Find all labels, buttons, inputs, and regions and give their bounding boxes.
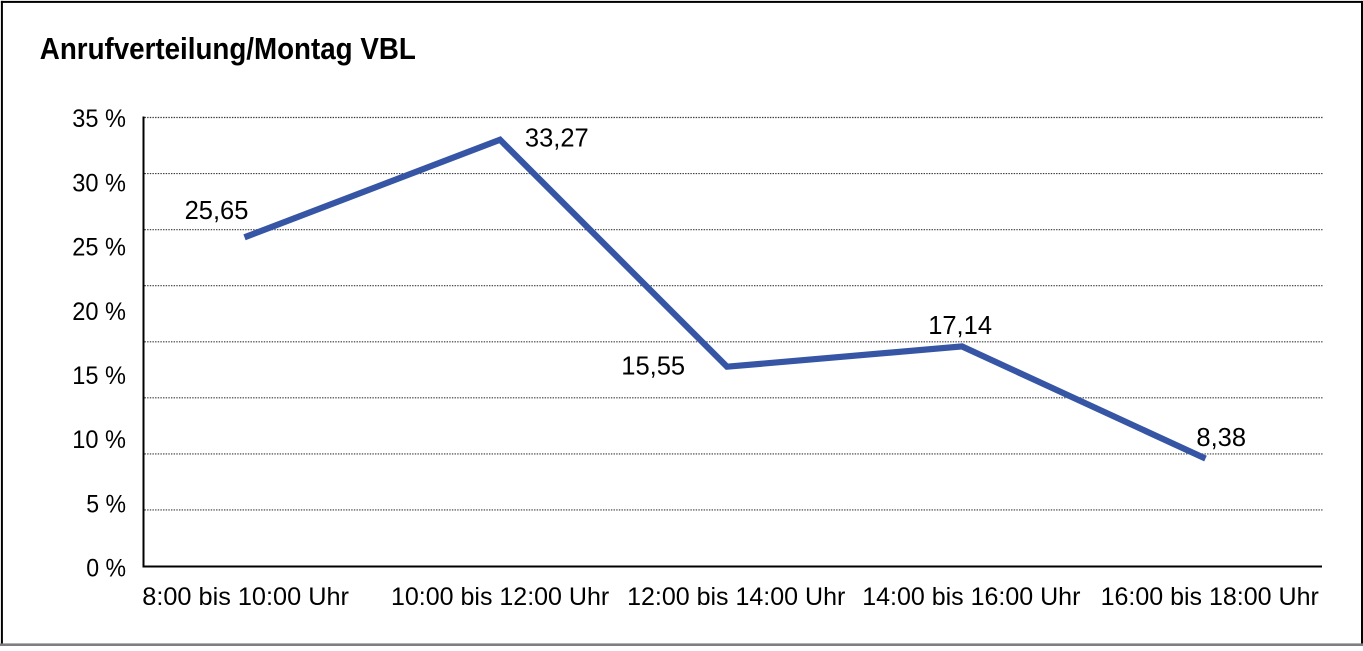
svg-text:10 %: 10 % (72, 426, 126, 454)
svg-text:15 %: 15 % (72, 362, 126, 390)
svg-text:12:00 bis 14:00 Uhr: 12:00 bis 14:00 Uhr (627, 583, 845, 611)
svg-text:25 %: 25 % (72, 234, 126, 262)
svg-text:14:00 bis 16:00 Uhr: 14:00 bis 16:00 Uhr (862, 583, 1080, 611)
svg-text:17,14: 17,14 (928, 312, 992, 340)
svg-text:35 %: 35 % (72, 105, 126, 133)
svg-text:8:00 bis 10:00 Uhr: 8:00 bis 10:00 Uhr (142, 583, 349, 611)
svg-text:25,65: 25,65 (185, 197, 249, 225)
svg-text:33,27: 33,27 (525, 124, 589, 152)
svg-text:0 %: 0 % (86, 555, 126, 583)
svg-text:Anrufverteilung/Montag VBL: Anrufverteilung/Montag VBL (40, 32, 416, 66)
svg-text:8,38: 8,38 (1196, 424, 1246, 452)
svg-text:16:00 bis 18:00 Uhr: 16:00 bis 18:00 Uhr (1101, 583, 1319, 611)
svg-text:5 %: 5 % (86, 490, 126, 518)
svg-text:15,55: 15,55 (621, 353, 685, 381)
svg-text:10:00 bis 12:00 Uhr: 10:00 bis 12:00 Uhr (391, 583, 609, 611)
svg-text:20 %: 20 % (72, 298, 126, 326)
svg-text:30 %: 30 % (72, 169, 126, 197)
